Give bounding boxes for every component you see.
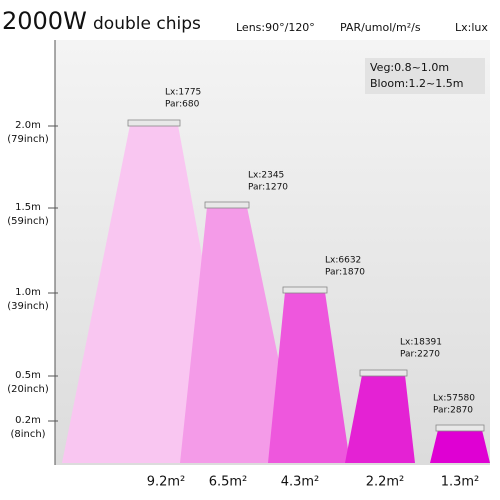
par-label: Par:680 — [165, 100, 200, 110]
height-inch: (59inch) — [7, 216, 49, 227]
lux-label: Lx:6632 — [325, 256, 361, 266]
light-cone — [345, 375, 415, 463]
height-m: 1.0m — [15, 287, 41, 298]
par-label: Par:1270 — [248, 183, 288, 193]
height-m: 0.2m — [15, 415, 41, 426]
lens: Lens:90°/120° — [236, 21, 315, 34]
lux-label: Lx:57580 — [433, 394, 475, 404]
veg: Veg:0.8~1.0m — [370, 61, 449, 74]
area-label: 9.2m² — [147, 475, 186, 490]
lamp — [282, 286, 328, 294]
area-label: 6.5m² — [209, 475, 248, 490]
light-cone — [430, 430, 490, 463]
lamp — [127, 119, 181, 127]
height-m: 2.0m — [15, 120, 41, 131]
par-unit: PAR/umol/m²/s — [340, 21, 421, 34]
par-label: Par:1870 — [325, 268, 365, 278]
height-inch: (39inch) — [7, 301, 49, 312]
area-label: 1.3m² — [441, 475, 480, 490]
title: 2000W — [2, 7, 87, 35]
lux-label: Lx:1775 — [165, 88, 201, 98]
area-label: 2.2m² — [366, 475, 405, 490]
light-cone — [268, 292, 350, 463]
lamp — [359, 369, 408, 377]
subtitle: double chips — [93, 14, 201, 34]
lx-unit: Lx:lux — [455, 21, 488, 34]
lamp — [435, 424, 485, 432]
height-inch: (8inch) — [10, 429, 45, 440]
par-label: Par:2870 — [433, 406, 473, 416]
height-m: 0.5m — [15, 370, 41, 381]
light-cone — [180, 207, 300, 463]
bloom: Bloom:1.2~1.5m — [370, 77, 463, 90]
lamp — [204, 201, 250, 209]
area-label: 4.3m² — [281, 475, 320, 490]
height-m: 1.5m — [15, 202, 41, 213]
lux-label: Lx:2345 — [248, 171, 284, 181]
legend-box — [365, 58, 485, 94]
height-inch: (20inch) — [7, 384, 49, 395]
par-label: Par:2270 — [400, 350, 440, 360]
height-inch: (79inch) — [7, 134, 49, 145]
lux-label: Lx:18391 — [400, 338, 442, 348]
